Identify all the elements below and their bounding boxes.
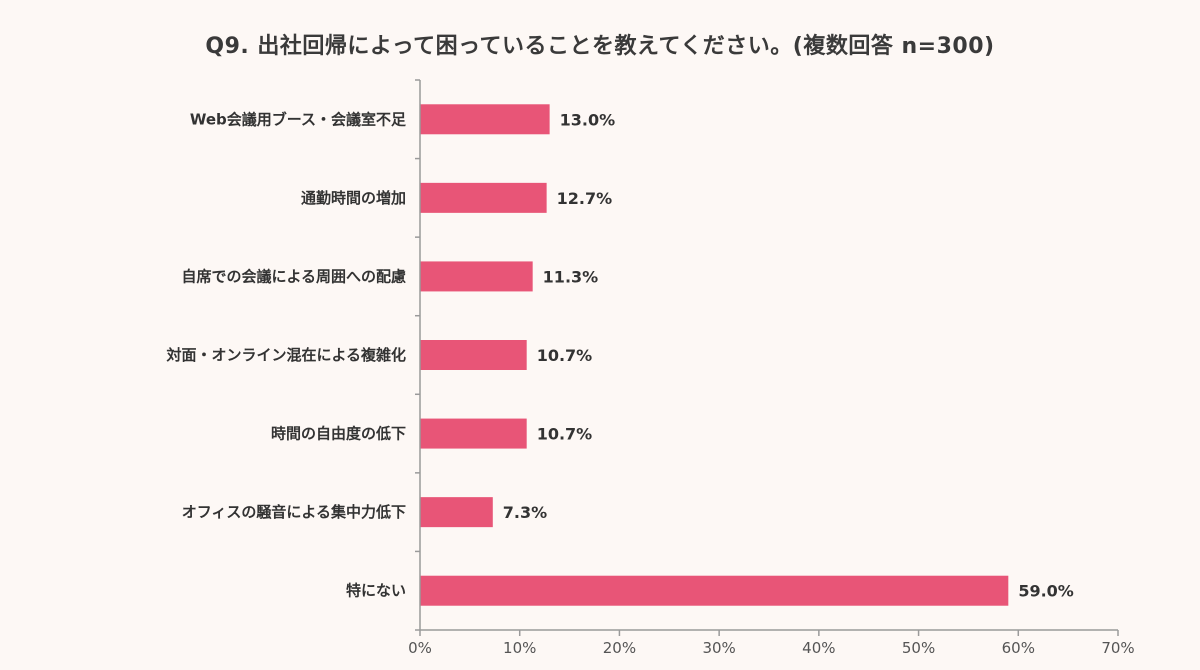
category-label-6: オフィスの騒音による集中力低下 (182, 503, 406, 521)
bar-6 (420, 497, 493, 528)
axis-layer (415, 79, 1119, 636)
x-tick-label-1: 10% (503, 639, 536, 657)
value-label-6: 7.3% (503, 503, 547, 522)
bar-7 (420, 575, 1009, 606)
value-label-2: 12.7% (557, 189, 613, 208)
bar-3 (420, 261, 533, 292)
labels-layer: Web会議用ブース・会議室不足 13.0% 通勤時間の増加 12.7% 自席での会議によ… (165, 110, 1134, 657)
bar-4 (420, 340, 527, 370)
x-tick-label-6: 60% (1002, 639, 1035, 657)
x-tick-label-3: 30% (702, 639, 735, 657)
bar-2 (420, 182, 547, 213)
value-label-1: 13.0% (560, 110, 616, 129)
value-label-3: 11.3% (543, 267, 599, 286)
x-tick-label-4: 40% (802, 639, 835, 657)
x-tick-label-0: 0% (408, 639, 432, 657)
value-label-4: 10.7% (537, 346, 593, 365)
category-label-4: 対面・オンライン混在による複雑化 (165, 346, 406, 364)
bar-5 (420, 418, 527, 449)
x-tick-label-5: 50% (902, 639, 935, 657)
value-label-7: 59.0% (1018, 582, 1074, 601)
bars-layer (420, 104, 1009, 606)
category-label-7: 特にない (346, 582, 406, 600)
category-label-2: 通勤時間の増加 (301, 189, 406, 207)
category-label-3: 自席での会議による周囲への配慮 (181, 267, 406, 285)
category-label-1: Web会議用ブース・会議室不足 (190, 110, 407, 128)
x-tick-label-2: 20% (603, 639, 636, 657)
bar-1 (420, 104, 550, 135)
category-label-5: 時間の自由度の低下 (271, 425, 406, 443)
value-label-5: 10.7% (537, 425, 593, 444)
x-tick-label-7: 70% (1101, 639, 1134, 657)
chart-title: Q9. 出社回帰によって困っていることを教えてください。(複数回答 n=300) (205, 34, 995, 59)
